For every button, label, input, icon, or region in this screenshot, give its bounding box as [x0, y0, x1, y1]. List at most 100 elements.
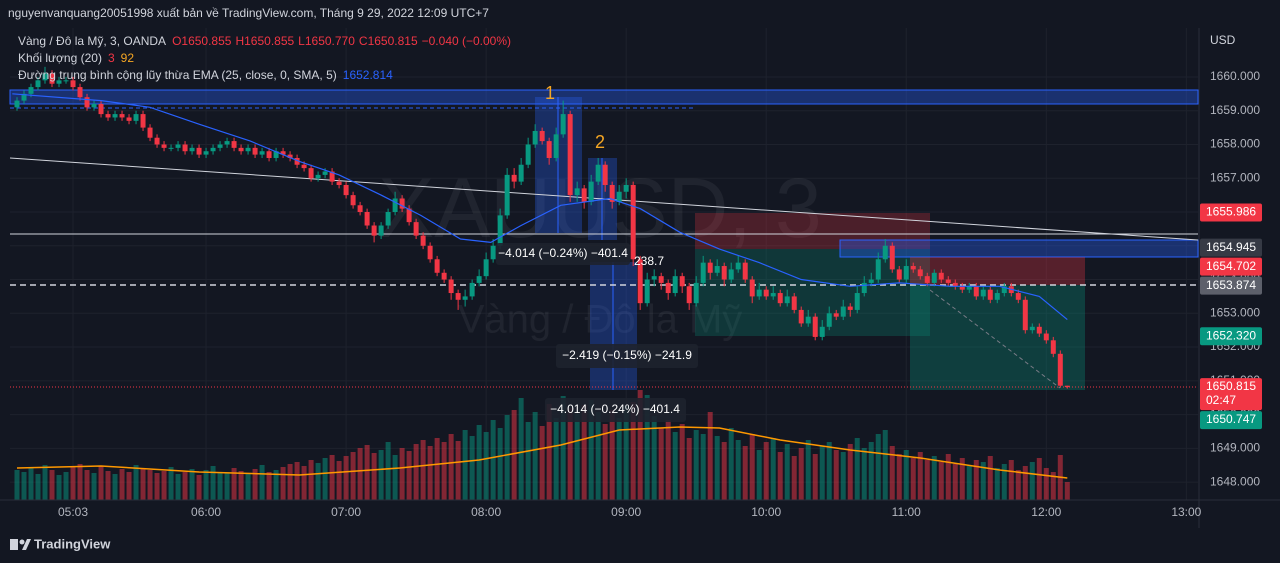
price-label: 1654.702 — [1206, 259, 1256, 273]
candle-body — [133, 114, 139, 121]
volume-bar — [329, 455, 335, 500]
volume-bar — [707, 412, 713, 500]
y-tick-label: 1660.000 — [1210, 69, 1260, 83]
candle-body — [567, 114, 573, 196]
volume-bar — [413, 444, 419, 500]
volume-bar — [637, 390, 643, 500]
candle-body — [966, 286, 972, 290]
candle-body — [182, 144, 188, 152]
candle-body — [560, 114, 566, 135]
candle-body — [343, 184, 349, 196]
annotation: 238.7 — [634, 254, 664, 268]
logo-part — [10, 539, 18, 550]
volume-bar — [756, 450, 762, 500]
candle-body — [98, 103, 104, 115]
candle-body — [700, 262, 706, 283]
volume-bar — [798, 448, 804, 500]
ema-line — [12, 93, 1068, 321]
volume-bar — [553, 418, 559, 500]
candle-body — [371, 225, 377, 236]
annotation: 1 — [545, 83, 555, 103]
candle-body — [329, 171, 335, 182]
volume-bar — [1064, 482, 1070, 500]
logo-part — [19, 539, 25, 545]
volume-bar — [749, 434, 755, 500]
candle-body — [854, 293, 860, 310]
y-tick-label: 1657.000 — [1210, 170, 1260, 184]
price-label: 1650.815 — [1206, 379, 1256, 393]
volume-bar — [511, 410, 517, 500]
volume-bar — [931, 456, 937, 500]
volume-bar — [98, 466, 104, 500]
candle-body — [413, 222, 419, 236]
volume-bar — [35, 474, 41, 500]
volume-bar — [602, 424, 608, 500]
volume-bar — [441, 442, 447, 500]
volume-bar — [805, 440, 811, 500]
candle-body — [623, 184, 629, 192]
volume-bar — [238, 471, 244, 500]
volume-bar — [714, 436, 720, 500]
legend-symbol: Vàng / Đô la Mỹ, 3, OANDA — [18, 34, 166, 48]
volume-bar — [966, 466, 972, 500]
volume-bar — [903, 450, 909, 500]
candle-body — [203, 151, 209, 155]
volume-bar — [189, 469, 195, 500]
candle-body — [588, 181, 594, 202]
volume-bar — [455, 441, 461, 500]
candle-body — [434, 259, 440, 273]
candle-body — [462, 296, 468, 300]
annotation: −4.014 (−0.24%) −401.4 — [498, 246, 628, 260]
volume-bar — [665, 420, 671, 500]
volume-bar — [882, 430, 888, 500]
annotation: −4.014 (−0.24%) −401.4 — [550, 402, 680, 416]
candle-body — [917, 269, 923, 277]
volume-bar — [112, 474, 118, 500]
candle-body — [364, 212, 370, 226]
candle-body — [763, 289, 769, 297]
candle-body — [210, 147, 216, 152]
volume-bar — [42, 465, 48, 500]
candle-body — [336, 181, 342, 185]
volume-bar — [182, 472, 188, 500]
volume-bar — [861, 448, 867, 500]
volume-bar — [224, 473, 230, 500]
price-label-box — [1200, 257, 1262, 276]
candle-body — [322, 171, 328, 175]
legend-volume-name: Khối lượng (20) — [18, 51, 102, 65]
y-tick-label: 1653.000 — [1210, 305, 1260, 319]
candle-body — [399, 198, 405, 209]
candle-body — [511, 174, 517, 182]
volume-bar — [448, 434, 454, 500]
candle-body — [1022, 299, 1028, 331]
volume-bar — [357, 448, 363, 500]
label-box — [556, 344, 698, 368]
candle-body — [469, 282, 475, 297]
candle-body — [665, 282, 671, 294]
x-tick-label: 06:00 — [191, 505, 221, 519]
candle-body — [875, 259, 881, 280]
volume-bar — [868, 442, 874, 500]
candle-body — [378, 225, 384, 236]
volume-bar — [945, 454, 951, 500]
candle-body — [973, 286, 979, 297]
candle-body — [1029, 326, 1035, 331]
volume-bar — [462, 430, 468, 500]
candle-body — [273, 151, 279, 158]
volume-bar — [770, 438, 776, 500]
volume-bar — [994, 468, 1000, 500]
annotation: 2 — [595, 132, 605, 152]
candle-body — [819, 326, 825, 337]
candle-body — [735, 262, 741, 270]
volume-bar — [196, 475, 202, 500]
volume-bar — [525, 422, 531, 500]
volume-bar — [119, 469, 125, 500]
candle-body — [826, 313, 832, 327]
volume-bar — [476, 425, 482, 500]
volume-bar — [854, 438, 860, 500]
candle-body — [868, 279, 874, 283]
volume-bar — [567, 408, 573, 500]
volume-bar — [623, 406, 629, 500]
volume-bar — [560, 396, 566, 500]
logo-part — [22, 539, 31, 550]
